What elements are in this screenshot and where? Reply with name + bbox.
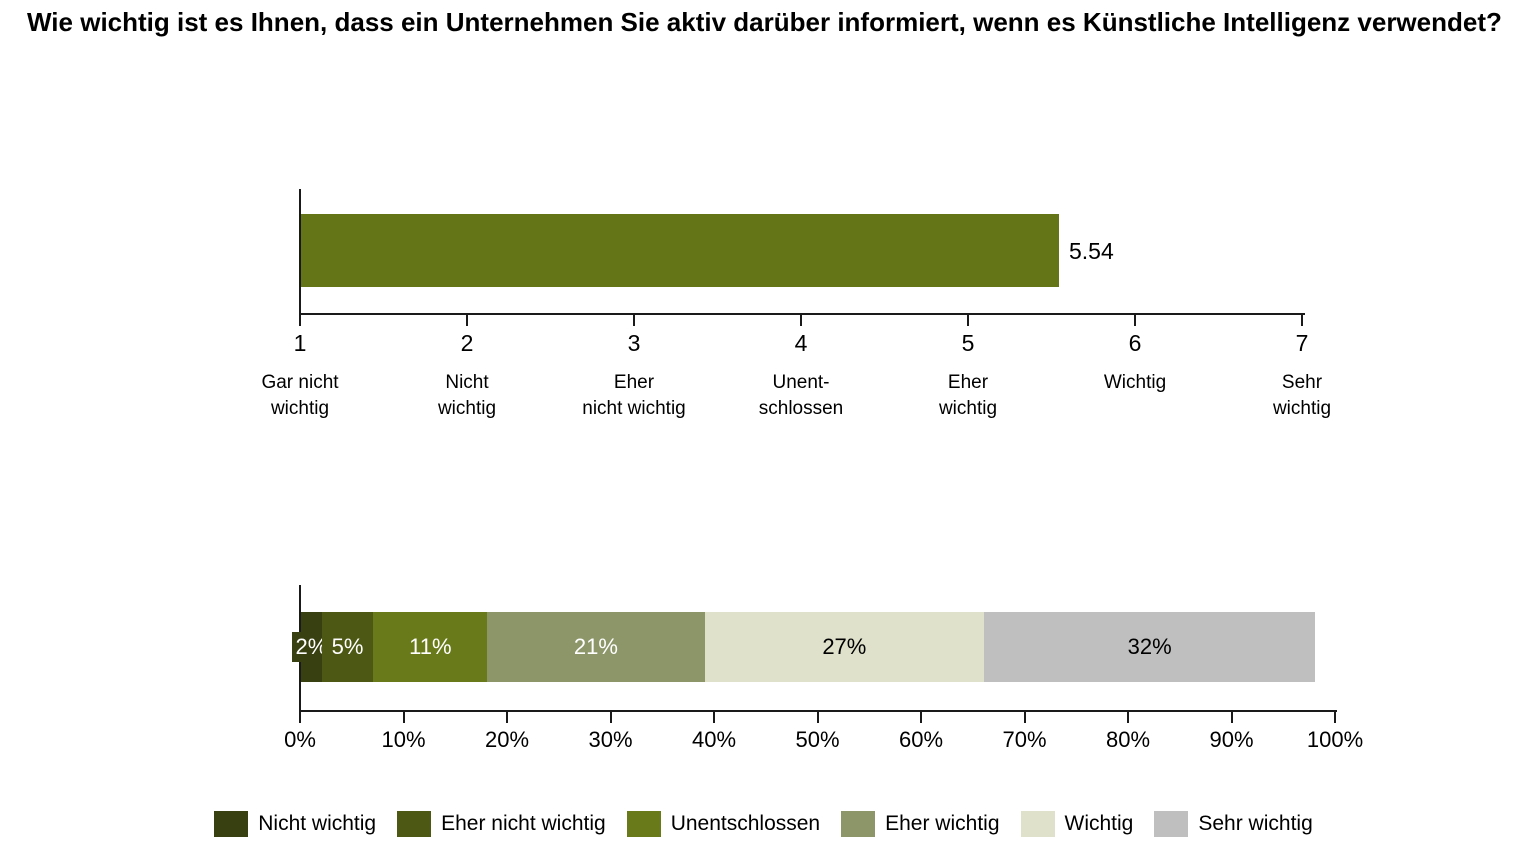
legend-label: Eher nicht wichtig bbox=[441, 812, 606, 835]
segment-wichtig: 27% bbox=[704, 612, 985, 682]
mean-axis-tick-2: 2 Nicht wichtig bbox=[382, 315, 552, 421]
legend-swatch-nicht-wichtig bbox=[214, 811, 249, 837]
distribution-chart-x-axis bbox=[299, 710, 1337, 712]
legend-swatch-eher-nicht-wichtig bbox=[397, 811, 432, 837]
tick-mark bbox=[816, 712, 819, 723]
segment-unentschlossen: 11% bbox=[373, 612, 488, 682]
tick-value-label: 100% bbox=[1306, 727, 1364, 752]
legend-label: Nicht wichtig bbox=[258, 812, 377, 835]
tick-value-label: 10% bbox=[381, 727, 426, 752]
tick-mark bbox=[1134, 315, 1136, 326]
percent-axis-tick-50: 50% bbox=[766, 712, 870, 753]
legend-label: Eher wichtig bbox=[885, 812, 1000, 835]
tick-mark bbox=[506, 712, 508, 723]
tick-mark bbox=[1127, 712, 1129, 723]
tick-value-label: 70% bbox=[1002, 727, 1047, 752]
segment-sehr-wichtig: 32% bbox=[984, 612, 1316, 682]
percent-axis-tick-90: 90% bbox=[1180, 712, 1284, 753]
tick-value-label: 80% bbox=[1105, 727, 1151, 752]
legend-swatch-eher-wichtig bbox=[841, 811, 876, 837]
legend-label: Unentschlossen bbox=[670, 812, 821, 835]
mean-axis-tick-3: 3 Eher nicht wichtig bbox=[549, 315, 719, 421]
tick-value-label: 50% bbox=[795, 727, 840, 752]
segment-value-label: 32% bbox=[1127, 634, 1172, 659]
tick-value-label: 3 bbox=[627, 330, 641, 356]
legend-swatch-unentschlossen bbox=[626, 811, 661, 837]
page-title: Wie wichtig ist es Ihnen, dass ein Unter… bbox=[27, 7, 1502, 37]
tick-mark bbox=[299, 712, 301, 723]
percent-axis-tick-40: 40% bbox=[662, 712, 766, 753]
tick-mark bbox=[967, 315, 969, 326]
legend-swatch-sehr-wichtig bbox=[1154, 811, 1189, 837]
tick-mark bbox=[402, 712, 405, 723]
legend-label: Wichtig bbox=[1064, 812, 1134, 835]
tick-category-label: Sehr wichtig bbox=[1272, 372, 1332, 419]
percent-axis-tick-0: 0% bbox=[248, 712, 352, 753]
tick-category-label: Wichtig bbox=[1103, 372, 1167, 393]
legend-swatch-wichtig bbox=[1020, 811, 1055, 837]
segment-value-label: 5% bbox=[331, 634, 364, 659]
percent-axis-tick-60: 60% bbox=[869, 712, 973, 753]
mean-axis-tick-4: 4 Unent- schlossen bbox=[716, 315, 886, 421]
tick-mark bbox=[800, 315, 802, 326]
tick-mark bbox=[920, 712, 922, 723]
legend-label: Sehr wichtig bbox=[1198, 812, 1313, 835]
tick-value-label: 0% bbox=[284, 727, 316, 752]
stacked-bar: 2% 5% 11% 21% 27% 32% bbox=[292, 612, 1336, 682]
tick-value-label: 2 bbox=[460, 330, 474, 356]
tick-mark bbox=[633, 315, 635, 326]
mean-axis-tick-7: 7 Sehr wichtig bbox=[1217, 315, 1387, 421]
tick-category-label: Nicht wichtig bbox=[437, 372, 497, 419]
tick-mark bbox=[1301, 315, 1303, 326]
tick-value-label: 1 bbox=[293, 330, 307, 356]
tick-mark bbox=[1230, 712, 1233, 723]
segment-value-label: 27% bbox=[822, 634, 867, 659]
tick-mark bbox=[299, 315, 301, 326]
tick-category-label: Gar nicht wichtig bbox=[261, 372, 339, 419]
chart-legend: Nicht wichtig Eher nicht wichtig Unentschl… bbox=[0, 811, 1527, 837]
tick-value-label: 5 bbox=[961, 330, 975, 356]
tick-mark bbox=[713, 712, 715, 723]
tick-value-label: 4 bbox=[794, 330, 808, 356]
mean-chart-x-axis bbox=[299, 313, 1305, 315]
tick-mark bbox=[466, 315, 468, 326]
tick-mark bbox=[1334, 712, 1336, 723]
percent-axis-tick-20: 20% bbox=[455, 712, 559, 753]
mean-axis-tick-6: 6 Wichtig bbox=[1050, 315, 1220, 396]
legend-item-eher-wichtig: Eher wichtig bbox=[841, 811, 1000, 837]
segment-value-label: 11% bbox=[409, 634, 452, 659]
tick-value-label: 60% bbox=[898, 727, 944, 752]
tick-value-label: 40% bbox=[691, 727, 737, 752]
segment-nicht-wichtig: 2% bbox=[292, 612, 331, 682]
mean-axis-tick-1: 1 Gar nicht wichtig bbox=[215, 315, 385, 421]
mean-value-label: 5.54 bbox=[1069, 238, 1114, 264]
legend-item-nicht-wichtig: Nicht wichtig bbox=[214, 811, 376, 837]
tick-value-label: 30% bbox=[588, 727, 633, 752]
percent-axis-tick-30: 30% bbox=[559, 712, 663, 753]
mean-axis-tick-5: 5 Eher wichtig bbox=[883, 315, 1053, 421]
mean-value-bar bbox=[301, 214, 1059, 287]
percent-axis-tick-10: 10% bbox=[352, 712, 456, 753]
percent-axis-tick-100: 100% bbox=[1283, 712, 1387, 753]
tick-mark bbox=[609, 712, 612, 723]
legend-item-sehr-wichtig: Sehr wichtig bbox=[1154, 811, 1313, 837]
segment-eher-wichtig: 21% bbox=[487, 612, 705, 682]
mean-chart-y-axis bbox=[299, 189, 301, 314]
tick-category-label: Unent- schlossen bbox=[758, 372, 844, 419]
tick-mark bbox=[1023, 712, 1026, 723]
tick-value-label: 6 bbox=[1128, 330, 1142, 356]
legend-item-wichtig: Wichtig bbox=[1020, 811, 1134, 837]
legend-item-unentschlossen: Unentschlossen bbox=[626, 811, 821, 837]
tick-category-label: Eher nicht wichtig bbox=[582, 372, 686, 419]
tick-value-label: 7 bbox=[1295, 330, 1309, 356]
tick-value-label: 20% bbox=[484, 727, 530, 752]
tick-category-label: Eher wichtig bbox=[938, 372, 998, 419]
legend-item-eher-nicht-wichtig: Eher nicht wichtig bbox=[397, 811, 606, 837]
segment-value-label: 21% bbox=[573, 634, 618, 659]
segment-eher-nicht-wichtig: 5% bbox=[321, 612, 374, 682]
percent-axis-tick-70: 70% bbox=[973, 712, 1077, 753]
tick-value-label: 90% bbox=[1209, 727, 1254, 752]
percent-axis-tick-80: 80% bbox=[1076, 712, 1180, 753]
